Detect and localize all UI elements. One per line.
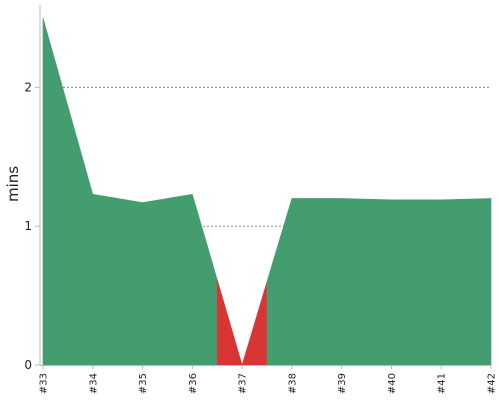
area-segment-42-success[interactable]	[465, 198, 492, 366]
area-segment-35-success[interactable]	[117, 198, 168, 366]
y-tick-label-0: 0	[24, 358, 32, 372]
x-tick-label-35: #35	[138, 373, 149, 394]
x-tick-label-37: #37	[238, 373, 249, 394]
area-segment-41-success[interactable]	[416, 198, 467, 366]
y-tick-label-1: 1	[24, 219, 32, 233]
x-tick-label-42: #42	[487, 373, 498, 394]
x-tick-label-41: #41	[437, 373, 448, 394]
y-tick-labels: 0 1 2	[24, 80, 40, 372]
area-segment-37-failure[interactable]	[216, 279, 268, 367]
area-segment-40-success[interactable]	[366, 198, 417, 366]
x-tick-label-34: #34	[88, 373, 99, 394]
x-tick-label-36: #36	[188, 373, 199, 394]
area-segment-34-success[interactable]	[67, 106, 118, 366]
x-tick-label-39: #39	[337, 373, 348, 394]
area-segments	[42, 17, 492, 367]
area-segment-33-success[interactable]	[42, 17, 69, 366]
x-tick-label-33: #33	[39, 373, 50, 394]
area-segment-39-success[interactable]	[316, 198, 367, 366]
axes	[39, 5, 491, 366]
area-segment-38-success[interactable]	[266, 198, 318, 366]
x-tick-labels: #33 #34 #35 #36 #37 #38 #39 #40 #41 #42	[39, 365, 498, 394]
y-tick-label-2: 2	[24, 80, 32, 94]
y-axis-label: mins	[4, 166, 22, 202]
area-segment-36-success[interactable]	[167, 193, 218, 366]
x-tick-label-40: #40	[387, 373, 398, 394]
x-tick-label-38: #38	[287, 373, 298, 394]
